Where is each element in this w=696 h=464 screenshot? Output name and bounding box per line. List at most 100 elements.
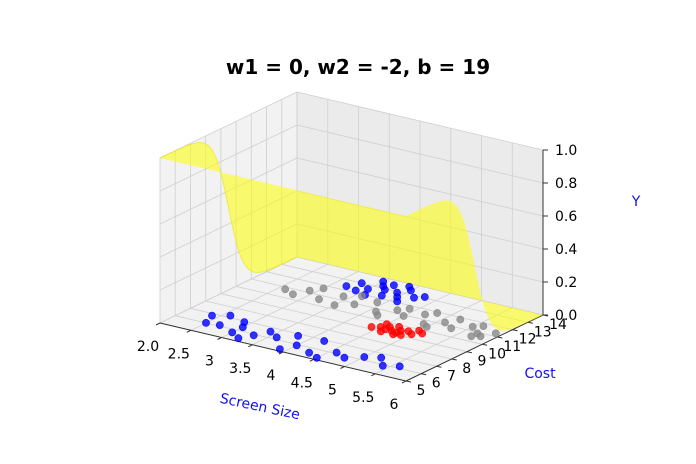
data-point xyxy=(288,290,297,299)
y-tick-label: 5 xyxy=(417,383,426,399)
data-point xyxy=(351,286,360,295)
decision-surface xyxy=(159,141,543,331)
data-point xyxy=(410,293,418,302)
data-point xyxy=(405,282,414,291)
data-point xyxy=(319,284,328,293)
z-tick-label: 0.0 xyxy=(555,308,577,324)
data-point xyxy=(305,348,313,357)
data-point xyxy=(379,277,388,286)
y-tick-mark xyxy=(421,373,427,376)
x-tick-mark xyxy=(340,366,345,369)
y-tick-mark xyxy=(527,321,533,324)
data-point xyxy=(405,304,414,313)
data-point xyxy=(294,331,302,340)
data-point xyxy=(350,300,359,309)
x-tick-label: 5 xyxy=(328,383,337,399)
data-point xyxy=(367,323,376,331)
data-point xyxy=(330,301,339,309)
x-tick-mark xyxy=(401,380,407,384)
y-tick-mark xyxy=(497,336,503,339)
tick-labels: 2.0 2.5 3 3.5 4 4.5 5 5.5 65 6 7 8 9 10111213140.00.2… xyxy=(137,143,577,413)
surface-edge xyxy=(159,141,298,274)
data-point xyxy=(315,295,323,304)
data-point xyxy=(378,361,387,370)
data-point xyxy=(393,306,402,315)
data-point xyxy=(407,330,416,339)
data-point xyxy=(215,321,224,329)
data-point xyxy=(228,328,237,337)
data-point xyxy=(373,311,382,320)
data-point xyxy=(332,348,341,357)
data-point xyxy=(202,318,210,327)
x-tick-mark xyxy=(278,351,284,355)
data-point xyxy=(357,292,366,301)
data-point xyxy=(360,353,369,361)
x-tick-mark xyxy=(155,322,161,326)
grid-line xyxy=(296,124,544,184)
y-tick-label: 9 xyxy=(477,354,486,370)
y-tick-label: 11 xyxy=(503,339,521,355)
data-point xyxy=(456,315,465,324)
y-tick-mark xyxy=(451,358,457,361)
data-point xyxy=(491,329,500,338)
y-tick-label: 12 xyxy=(519,332,537,348)
data-point xyxy=(389,281,398,290)
x-tick-label: 3 xyxy=(205,354,214,370)
data-point xyxy=(399,312,408,320)
data-point xyxy=(339,292,348,301)
x-tick-label: 2.0 xyxy=(137,339,159,355)
data-point xyxy=(421,310,429,319)
data-point xyxy=(292,341,301,350)
grid-line xyxy=(296,91,544,151)
data-point xyxy=(305,286,314,295)
data-point xyxy=(441,318,449,327)
grid-line xyxy=(251,278,498,338)
data-point xyxy=(249,331,258,340)
x-tick-label: 4 xyxy=(267,368,276,384)
grid-line xyxy=(296,157,544,217)
data-point xyxy=(373,298,382,307)
z-tick-label: 0.6 xyxy=(555,209,577,225)
x-tick-label: 4.5 xyxy=(291,375,313,391)
data-point xyxy=(312,353,321,362)
x-tick-label: 3.5 xyxy=(229,361,251,377)
data-point xyxy=(342,282,351,290)
data-point xyxy=(433,309,442,317)
y-tick-mark xyxy=(482,343,488,346)
data-point xyxy=(377,291,386,300)
x-tick-label: 6 xyxy=(390,397,399,413)
grid-line xyxy=(190,263,328,331)
data-point xyxy=(234,334,243,343)
grid-line xyxy=(236,285,483,345)
y-tick-mark xyxy=(466,351,472,354)
x-tick-mark xyxy=(186,329,192,333)
x-tick-mark xyxy=(371,373,376,377)
data-point xyxy=(340,353,349,362)
y-tick-mark xyxy=(405,380,412,383)
z-tick-label: 0.4 xyxy=(555,242,577,258)
x-tick-label: 2.5 xyxy=(168,346,190,362)
data-point xyxy=(281,285,290,294)
data-point xyxy=(226,311,235,320)
data-point xyxy=(393,288,401,297)
data-point xyxy=(208,311,216,320)
y-tick-label: 6 xyxy=(432,376,441,392)
data-point xyxy=(396,326,405,335)
chart-title: w1 = 0, w2 = -2, b = 19 xyxy=(226,55,490,79)
y-axis-line xyxy=(405,314,544,382)
z-tick-label: 0.2 xyxy=(555,275,577,291)
data-point xyxy=(467,332,476,341)
data-point xyxy=(381,325,390,334)
y-tick-mark xyxy=(436,365,442,368)
surface-patch xyxy=(160,142,543,331)
y-tick-label: 8 xyxy=(462,361,471,377)
data-point xyxy=(420,293,429,301)
y-tick-mark xyxy=(512,329,518,332)
data-point xyxy=(422,322,431,331)
data-point xyxy=(415,326,423,335)
z-axis-label: Y xyxy=(631,194,641,210)
data-point xyxy=(272,333,281,342)
y-tick-label: 14 xyxy=(549,317,567,333)
x-tick-mark xyxy=(248,344,253,348)
grid-line xyxy=(205,300,452,360)
